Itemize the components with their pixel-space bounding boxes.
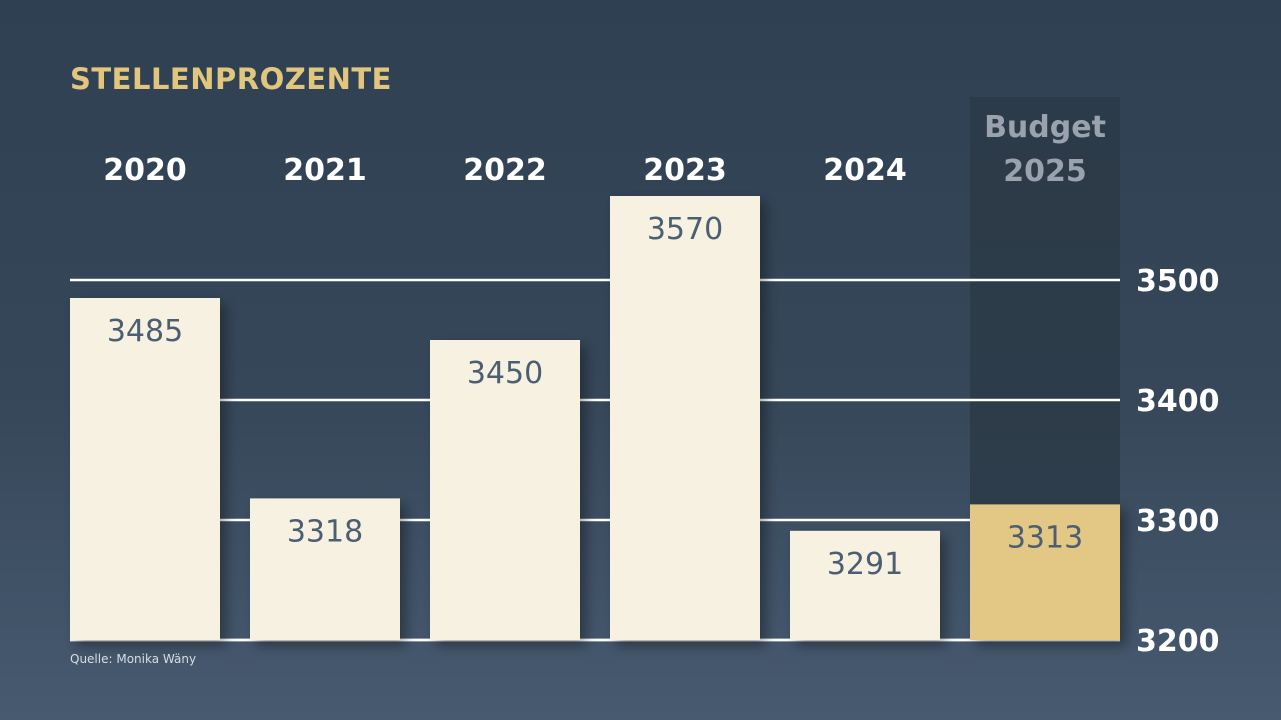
category-label: Budget [984, 110, 1106, 145]
value-label: 3291 [827, 547, 903, 582]
y-tick-label: 3300 [1136, 504, 1220, 539]
value-label: 3570 [647, 212, 723, 247]
source-note: Quelle: Monika Wäny [70, 652, 197, 666]
bar-4 [790, 530, 940, 640]
y-tick-label: 3500 [1136, 264, 1220, 299]
bar-1 [250, 498, 400, 640]
value-label: 3485 [107, 314, 183, 349]
chart-title: STELLENPROZENTE [70, 62, 392, 96]
category-label: 2022 [463, 153, 547, 188]
category-label: 2020 [103, 153, 187, 188]
bar-3 [610, 196, 760, 640]
value-label: 3318 [287, 514, 363, 549]
category-label: 2024 [823, 153, 907, 188]
bar-0 [70, 298, 220, 640]
category-label: 2021 [283, 153, 367, 188]
bar-2 [430, 340, 580, 640]
value-label: 3450 [467, 356, 543, 391]
y-tick-label: 3200 [1136, 624, 1220, 659]
y-tick-label: 3400 [1136, 384, 1220, 419]
category-label: 2025 [1003, 154, 1087, 189]
bar-5 [970, 504, 1120, 640]
category-label: 2023 [643, 153, 727, 188]
value-label: 3313 [1007, 520, 1083, 555]
